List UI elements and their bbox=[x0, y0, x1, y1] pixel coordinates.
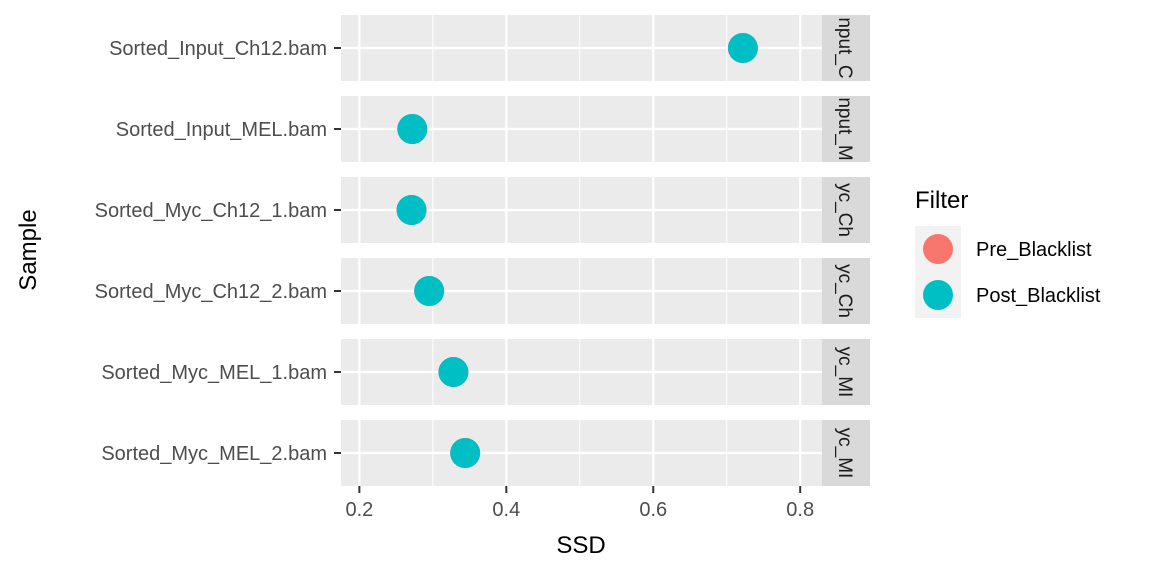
x-axis-title: SSD bbox=[556, 532, 605, 559]
x-axis: 0.2 0.4 0.6 0.8 bbox=[345, 486, 814, 521]
y-tick-label: Sorted_Myc_Ch12_1.bam bbox=[95, 200, 327, 222]
facet-strip bbox=[822, 258, 870, 324]
data-point bbox=[727, 33, 758, 63]
facet-strip-label: yc_MI bbox=[834, 428, 855, 479]
facet-strip-label: yc_Ch bbox=[834, 264, 855, 318]
x-tick-label: 0.6 bbox=[639, 499, 667, 521]
x-tick-label: 0.2 bbox=[345, 499, 373, 521]
x-tick-label: 0.8 bbox=[786, 499, 814, 521]
data-point bbox=[396, 195, 427, 225]
data-point bbox=[414, 276, 445, 306]
data-point bbox=[397, 114, 428, 144]
legend-key bbox=[923, 234, 953, 264]
facet-strip bbox=[822, 96, 870, 162]
legend-title: Filter bbox=[915, 187, 968, 214]
legend: Filter Pre_Blacklist Post_Blacklist bbox=[915, 187, 1101, 318]
legend-key bbox=[923, 280, 953, 310]
y-tick-label: Sorted_Input_Ch12.bam bbox=[109, 38, 327, 60]
y-tick-label: Sorted_Input_MEL.bam bbox=[116, 119, 327, 141]
facet-strip bbox=[822, 15, 870, 81]
facet-strip bbox=[822, 177, 870, 243]
data-point bbox=[450, 438, 481, 468]
y-tick-label: Sorted_Myc_MEL_1.bam bbox=[101, 362, 327, 384]
y-axis-ticks: Sorted_Input_Ch12.bam Sorted_Input_MEL.ba… bbox=[95, 38, 341, 465]
facet-strip-label: nput_C bbox=[834, 17, 855, 78]
y-axis-title: Sample bbox=[15, 209, 42, 290]
y-tick-label: Sorted_Myc_MEL_2.bam bbox=[101, 443, 327, 465]
facet-panels: nput_C nput_M yc_Ch yc_Ch yc_MI yc_MI bbox=[341, 15, 870, 486]
x-tick-label: 0.4 bbox=[492, 499, 520, 521]
legend-label: Post_Blacklist bbox=[976, 285, 1101, 307]
facet-strip-label: yc_MI bbox=[834, 347, 855, 398]
facet-panel: yc_MI bbox=[341, 420, 870, 486]
facet-strip-label: nput_M bbox=[834, 97, 855, 160]
y-tick-label: Sorted_Myc_Ch12_2.bam bbox=[95, 281, 327, 303]
facet-strip-label: yc_Ch bbox=[834, 183, 855, 237]
facet-strip bbox=[822, 339, 870, 405]
facet-panel: nput_C bbox=[341, 15, 870, 81]
facet-panel: yc_MI bbox=[341, 339, 870, 405]
facet-strip bbox=[822, 420, 870, 486]
legend-label: Pre_Blacklist bbox=[976, 239, 1092, 261]
data-points bbox=[396, 33, 758, 468]
data-point bbox=[438, 357, 469, 387]
